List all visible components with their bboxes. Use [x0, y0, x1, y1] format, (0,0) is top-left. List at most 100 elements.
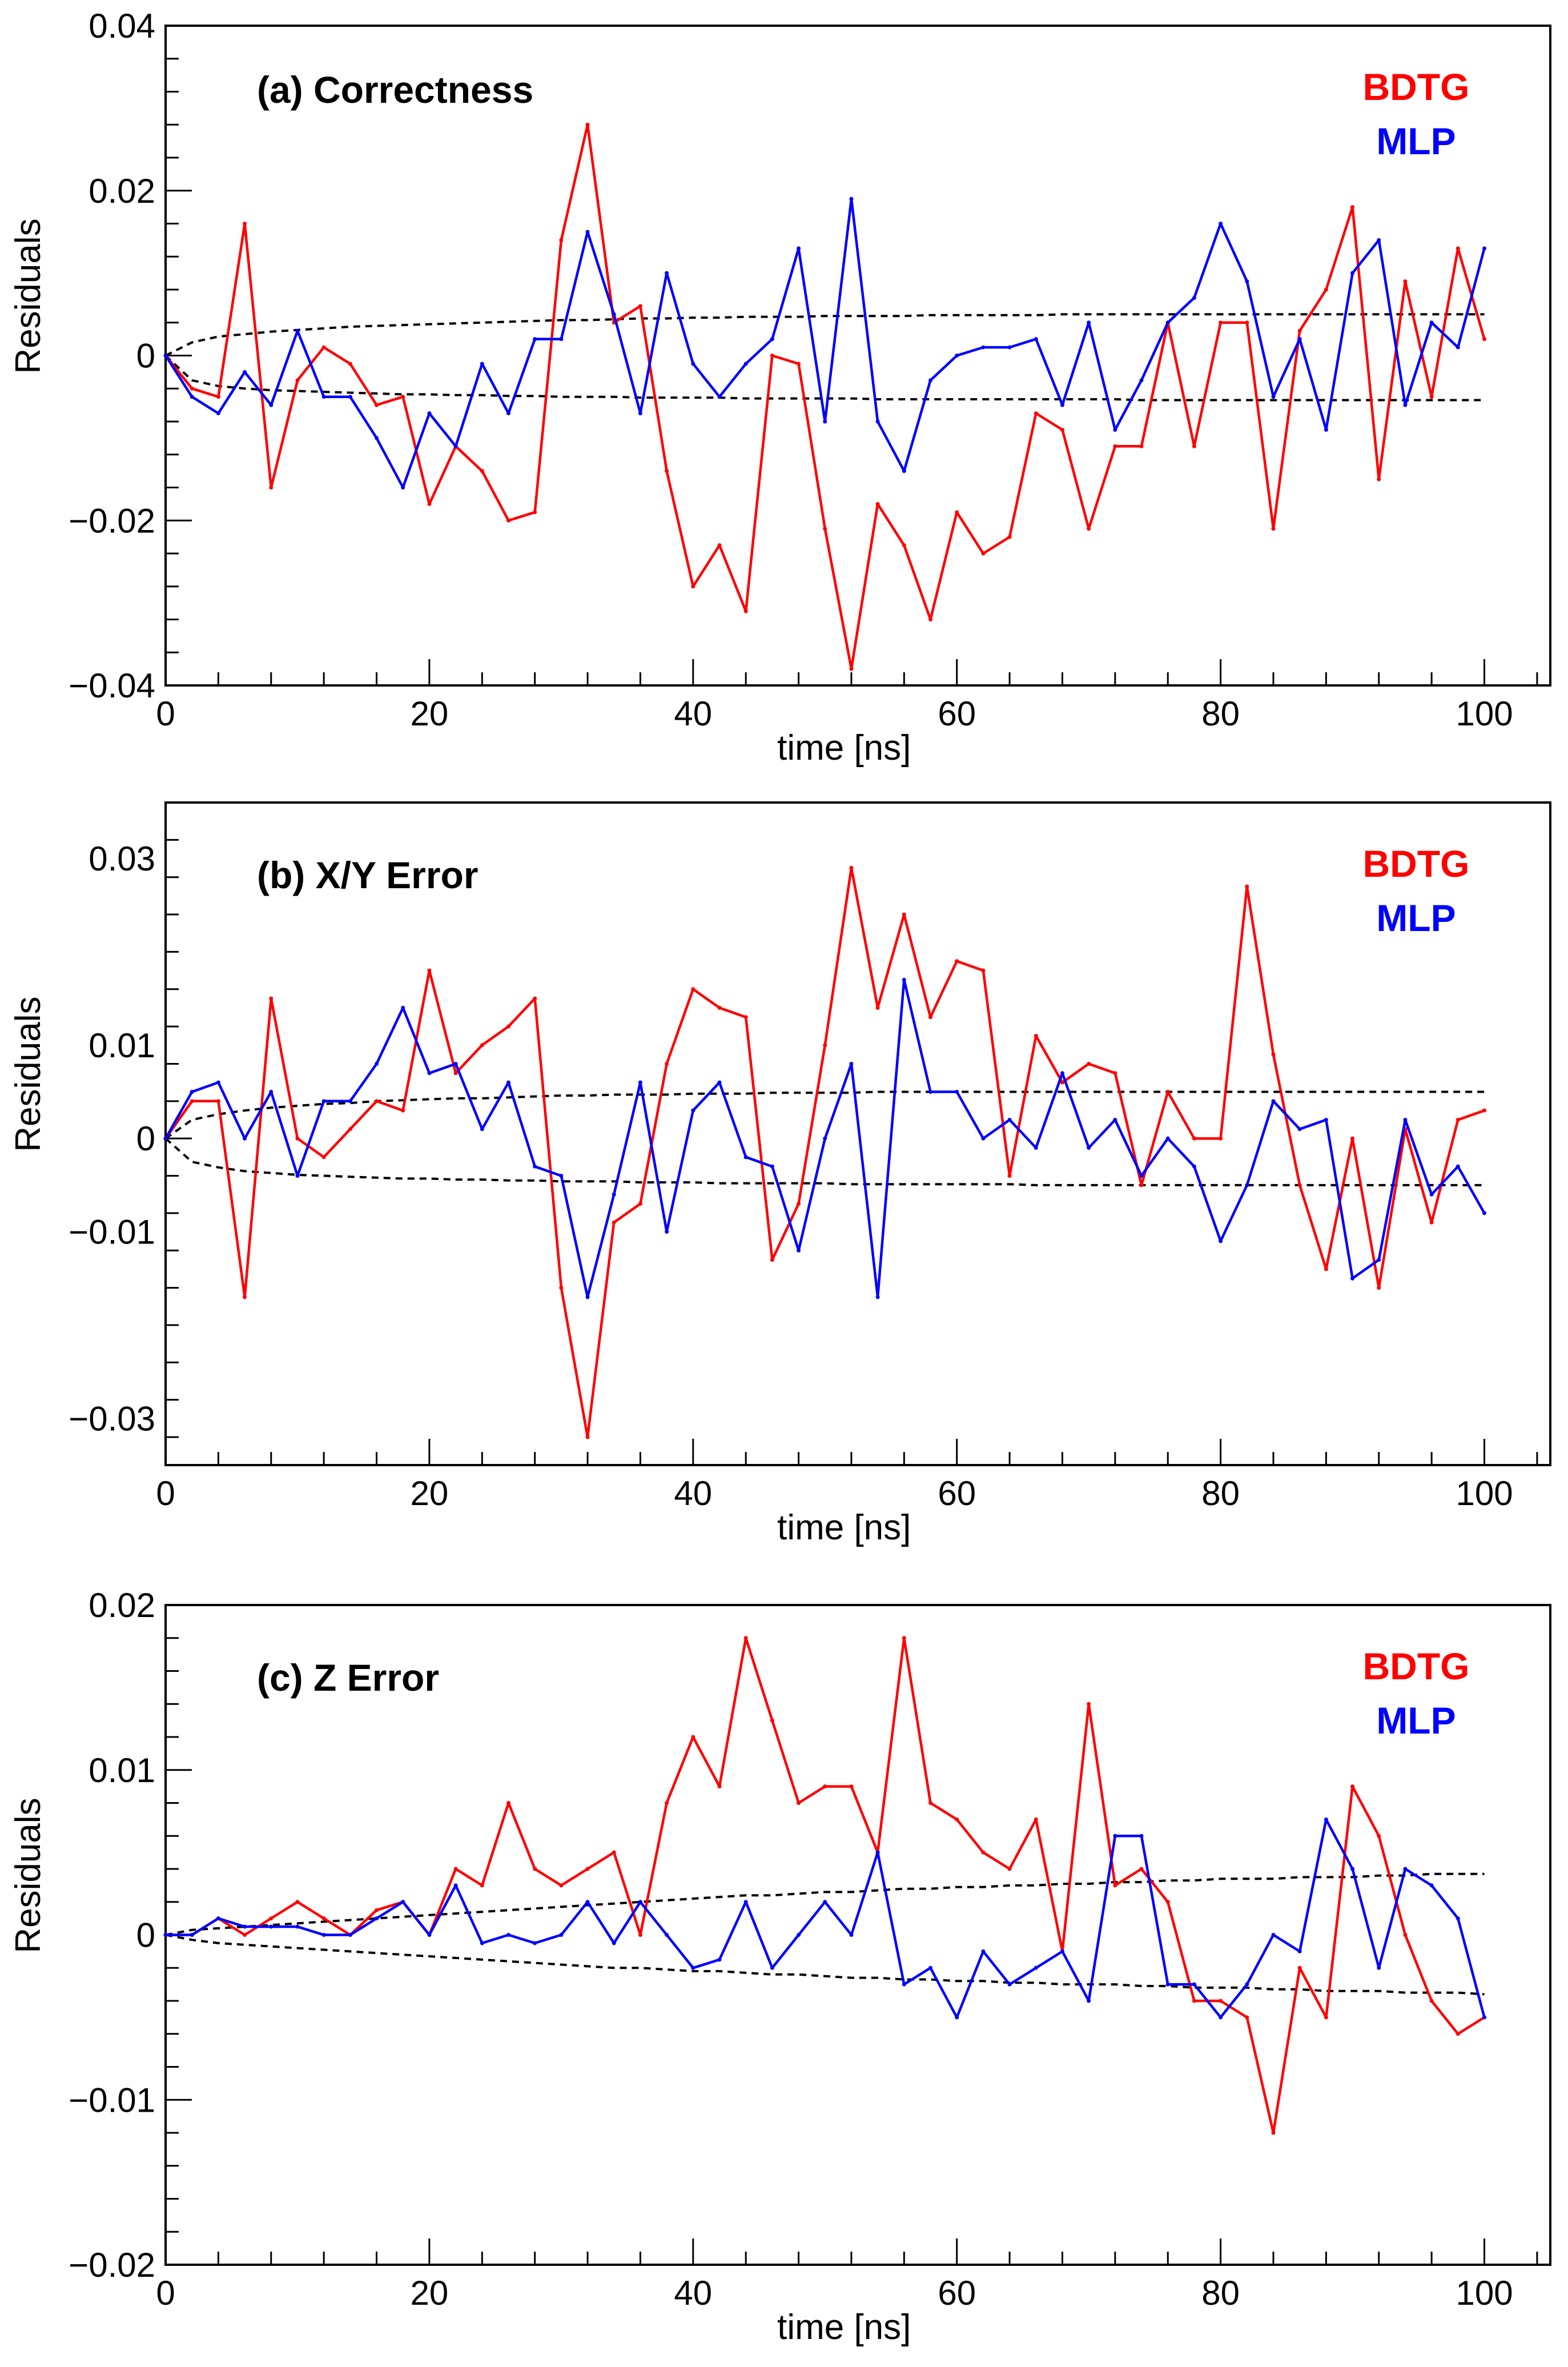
legend: BDTG MLP [1363, 1645, 1470, 1742]
x-tick-label: 100 [1456, 1474, 1513, 1513]
data-point-bdtg [1324, 287, 1328, 292]
data-point-bdtg [321, 1155, 326, 1160]
x-tick-label: 80 [1201, 695, 1240, 733]
series-line-upper-bound [164, 1090, 1485, 1140]
data-point-bdtg [533, 510, 537, 515]
data-point-bdtg [981, 968, 986, 973]
data-point-bdtg [1192, 444, 1196, 448]
x-tick-label: 60 [938, 1474, 976, 1513]
data-point-bdtg [955, 959, 959, 964]
data-point-mlp [559, 1174, 564, 1178]
data-point-mlp [902, 977, 906, 982]
data-point-bdtg [427, 968, 432, 973]
data-point-mlp [1324, 427, 1328, 432]
data-point-bdtg [849, 865, 854, 870]
data-point-mlp [797, 246, 801, 251]
data-point-bdtg [1403, 279, 1408, 284]
data-point-bdtg [638, 1202, 642, 1206]
data-point-mlp [849, 1061, 854, 1066]
data-point-bdtg [823, 1043, 827, 1048]
data-point-mlp [665, 1230, 669, 1234]
data-point-mlp [955, 354, 959, 358]
data-point-mlp [902, 469, 906, 474]
data-point-mlp [375, 1916, 379, 1921]
data-point-bdtg [981, 1850, 986, 1855]
data-point-mlp [453, 1883, 458, 1888]
data-point-mlp [453, 444, 458, 448]
data-point-mlp [1482, 246, 1487, 251]
data-point-mlp [163, 354, 168, 358]
data-point-bdtg [743, 1636, 748, 1640]
data-point-bdtg [1297, 1965, 1302, 1970]
data-point-mlp [1271, 1933, 1276, 1937]
data-point-bdtg [1324, 1267, 1328, 1271]
data-point-bdtg [1377, 477, 1381, 482]
data-point-mlp [875, 1850, 880, 1855]
data-point-mlp [1271, 395, 1276, 399]
data-point-mlp [1087, 1999, 1091, 2003]
data-point-mlp [1429, 1883, 1434, 1888]
data-point-bdtg [295, 378, 300, 383]
data-point-mlp [559, 337, 564, 342]
data-point-mlp [770, 337, 774, 342]
data-point-bdtg [1165, 1900, 1170, 1904]
data-point-mlp [849, 196, 854, 201]
data-point-bdtg [1297, 1183, 1302, 1187]
data-point-mlp [1165, 1136, 1170, 1141]
data-point-mlp [612, 312, 616, 316]
data-point-mlp [585, 1295, 590, 1299]
data-point-bdtg [1034, 411, 1038, 416]
data-point-bdtg [243, 222, 247, 226]
data-point-mlp [216, 1080, 220, 1085]
data-point-mlp [216, 411, 220, 416]
data-point-bdtg [375, 1908, 379, 1912]
data-point-mlp [348, 1099, 352, 1104]
data-point-mlp [321, 1099, 326, 1104]
data-point-mlp [981, 345, 986, 350]
data-point-bdtg [1324, 2015, 1328, 2020]
data-point-bdtg [295, 1136, 300, 1141]
data-point-bdtg [1139, 1867, 1144, 1871]
legend: BDTG MLP [1363, 843, 1470, 939]
data-point-bdtg [1113, 1071, 1117, 1076]
x-axis-title: time [ns] [777, 1508, 911, 1547]
data-point-bdtg [1271, 2131, 1276, 2135]
data-point-bdtg [1429, 1220, 1434, 1225]
data-point-bdtg [1429, 1999, 1434, 2003]
data-point-bdtg [295, 1900, 300, 1904]
data-point-mlp [480, 1941, 484, 1945]
data-point-mlp [743, 1155, 748, 1160]
data-point-mlp [190, 1933, 194, 1937]
data-point-mlp [1165, 1982, 1170, 1987]
data-point-bdtg [348, 362, 352, 366]
data-point-mlp [1429, 1192, 1434, 1197]
data-point-bdtg [321, 1916, 326, 1921]
data-point-mlp [665, 1933, 669, 1937]
data-point-bdtg [480, 469, 484, 474]
data-point-mlp [665, 271, 669, 275]
x-tick-label: 20 [411, 1474, 449, 1513]
series-line-upper-bound [165, 1872, 1485, 1936]
series-line-lower-bound [165, 1933, 1485, 1996]
data-point-mlp [1034, 337, 1038, 342]
data-point-bdtg [875, 502, 880, 506]
data-point-mlp [1007, 345, 1012, 350]
data-point-mlp [533, 1941, 537, 1945]
data-point-mlp [163, 1933, 168, 1937]
data-point-bdtg [902, 543, 906, 548]
data-point-bdtg [585, 122, 590, 127]
data-point-bdtg [1113, 1883, 1117, 1888]
data-point-mlp [1297, 1949, 1302, 1953]
data-point-bdtg [902, 1636, 906, 1640]
data-point-mlp [1219, 1239, 1223, 1243]
data-point-bdtg [269, 1916, 274, 1921]
data-point-mlp [1139, 1174, 1144, 1178]
data-point-bdtg [559, 1286, 564, 1290]
data-point-mlp [480, 1127, 484, 1132]
data-point-bdtg [453, 1071, 458, 1076]
data-point-bdtg [1245, 320, 1249, 325]
data-point-mlp [427, 1933, 432, 1937]
data-point-bdtg [1350, 1784, 1355, 1789]
y-axis-title: Residuals [9, 1798, 48, 1953]
